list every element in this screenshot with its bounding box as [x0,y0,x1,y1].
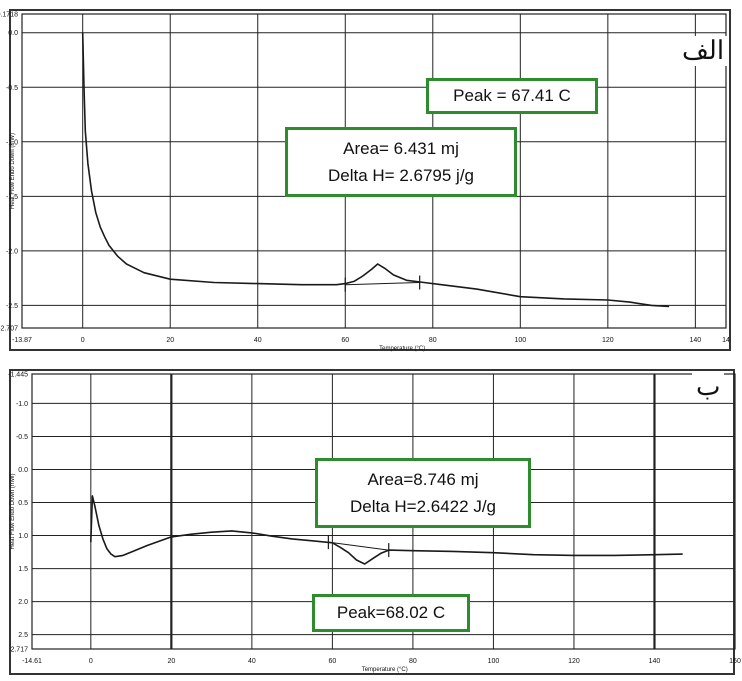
y-tick-label-b: 2.0 [18,599,28,606]
x-tick-label-b: 160 [729,658,741,665]
x-tick-label-a: 14 [722,337,730,344]
panel-label-b: ب [692,372,725,402]
peak-baseline-b [328,541,389,551]
x-tick-label-b: 80 [409,658,417,665]
x-tick-label-a: 20 [166,337,174,344]
y-tick-label-a: -2.707 [0,326,18,333]
plot-area-a [21,13,727,329]
chart-panel-b: -14.61 0 20 40 60 80 100 120 140 160 -1.445 -1.0 -0.… [0,366,742,681]
x-tick-label-b: 100 [488,658,500,665]
y-tick-label-b: 0.5 [18,500,28,507]
x-tick-label-b: -14.61 [22,658,42,665]
y-tick-label-b: 1.0 [18,533,28,540]
x-tick-label-b: 40 [248,658,256,665]
peak-baseline-a [345,282,420,286]
y-tick-label-a: -1.0 [6,139,18,146]
peak-label-b: Peak=68.02 C [336,603,446,622]
peak-annotation-b: Peak=68.02 C [312,594,470,632]
x-tick-label-b: 120 [568,658,580,665]
x-tick-label-a: 80 [429,337,437,344]
x-tick-label-a: 140 [690,337,702,344]
x-tick-label-a: 60 [341,337,349,344]
x-axis-label-b: Temperature (°C) [362,667,408,673]
y-tick-label-a: -0.5 [6,85,18,92]
y-tick-label-a: -2.5 [6,303,18,310]
chart-panel-a: -13.87 0 20 40 60 80 100 120 140 14 -2.707 -2.5 -2.0… [0,9,731,352]
x-axis-label-a: Temperature (°C) [379,346,425,352]
plot-area-b [31,373,736,650]
y-tick-label-a: 0.0 [8,30,18,37]
y-tick-label-b: -1.445 [8,372,28,379]
x-tick-label-a: 120 [602,337,614,344]
area-annotation-a: Area= 6.431 mj Delta H= 2.6795 j/g [285,127,517,197]
y-axis-label-b: Heat Flow Endo Down (mW) [10,473,16,549]
y-tick-label-b: 2.5 [18,632,28,639]
x-tick-label-b: 20 [167,658,175,665]
y-tick-label-b: 0.0 [18,467,28,474]
x-tick-label-a: 40 [254,337,262,344]
x-tick-label-b: 0 [89,658,93,665]
y-tick-label-b: -0.5 [16,434,28,441]
dsc-curve-b [90,495,683,565]
y-tick-label-a: -1.5 [6,194,18,201]
y-tick-label-b: -1.0 [16,401,28,408]
x-tick-label-a: 0 [81,337,85,344]
chart-frame-b [9,369,735,675]
panel-label-a: الف [678,36,729,66]
area-label-a: Area= 6.431 mj [343,139,459,158]
chart-frame-a [9,9,731,351]
x-tick-label-b: 140 [649,658,661,665]
delta-h-label-a: Delta H= 2.6795 j/g [327,166,474,185]
peak-annotation-a: Peak = 67.41 C [426,78,598,114]
area-label-b: Area=8.746 mj [367,470,479,489]
y-tick-label-a: 0.1718 [0,12,18,19]
y-tick-label-b: 2.717 [10,647,28,654]
x-tick-label-a: -13.87 [12,337,32,344]
y-tick-label-b: 1.5 [18,566,28,573]
x-tick-label-a: 100 [514,337,526,344]
y-axis-label-a: Heat Flow Endo Down (mW) [10,133,16,209]
delta-h-label-b: Delta H=2.6422 J/g [349,497,496,516]
y-tick-label-a: -2.0 [6,248,18,255]
x-tick-label-b: 60 [328,658,336,665]
dsc-curve-a [81,32,670,308]
area-annotation-b: Area=8.746 mj Delta H=2.6422 J/g [315,458,531,528]
peak-label-a: Peak = 67.41 C [453,86,571,105]
